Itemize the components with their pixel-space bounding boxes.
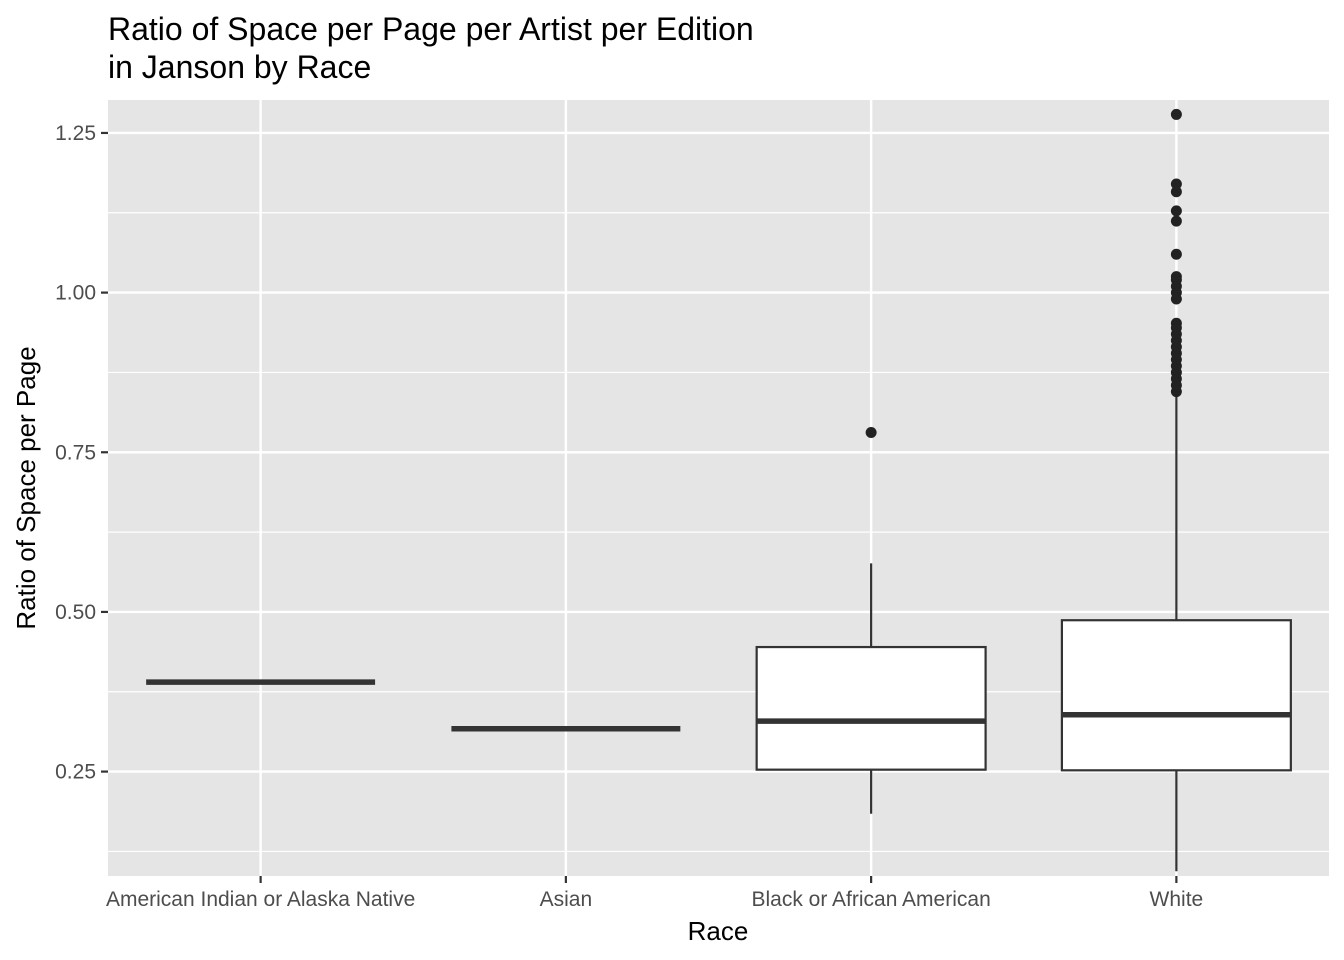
y-axis: 0.25 0.50 0.75 1.00 1.25 [55, 122, 108, 784]
y-tick-label: 1.25 [55, 122, 96, 145]
chart-title: Ratio of Space per Page per Artist per E… [108, 11, 754, 85]
chart-title-line-1: Ratio of Space per Page per Artist per E… [108, 11, 754, 47]
y-tick-label: 0.75 [55, 441, 96, 464]
outlier-point [1170, 186, 1182, 198]
grid-minor [108, 212, 1329, 853]
box-body [755, 645, 987, 771]
x-tick-label: American Indian or Alaska Native [106, 888, 415, 911]
y-axis-title: Ratio of Space per Page [11, 346, 41, 629]
outlier-point [1170, 108, 1182, 120]
outlier-point [1170, 317, 1182, 329]
x-tick-label: White [1150, 888, 1204, 911]
box-body [1060, 619, 1292, 772]
boxes [146, 108, 1292, 872]
x-tick-label: Black or African American [751, 888, 990, 911]
outlier-point [1170, 178, 1182, 190]
chart-title-line-2: in Janson by Race [108, 49, 371, 85]
box-3 [1060, 108, 1292, 872]
outlier-point [1170, 215, 1182, 227]
x-axis: American Indian or Alaska Native Asian Bla… [106, 876, 1203, 911]
x-axis-title: Race [688, 916, 749, 946]
y-tick-label: 0.25 [55, 761, 96, 784]
outlier-point [865, 426, 877, 438]
box-2 [755, 426, 987, 814]
y-tick-label: 0.50 [55, 601, 96, 624]
outlier-point [1170, 205, 1182, 217]
outlier-point [1170, 248, 1182, 260]
x-tick-label: Asian [540, 888, 593, 911]
outlier-point [1170, 271, 1182, 283]
y-tick-label: 1.00 [55, 282, 96, 305]
